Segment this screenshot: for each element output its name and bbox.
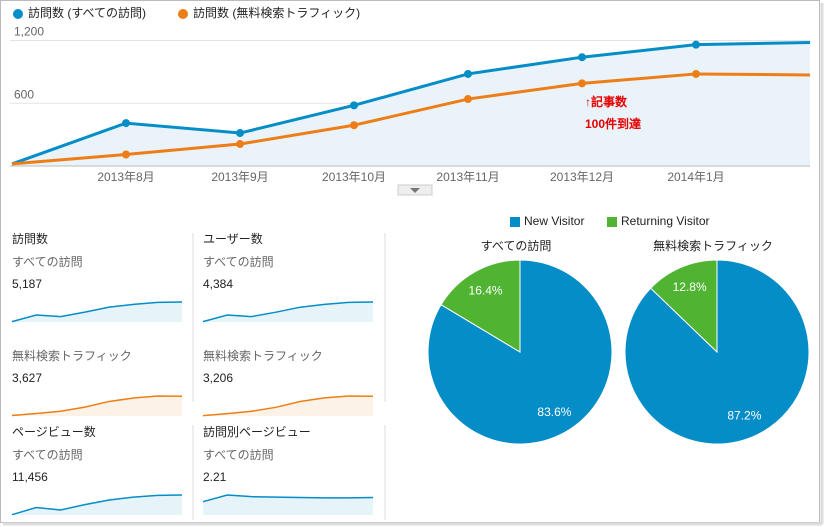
metric-label: すべての訪問: [12, 447, 83, 462]
x-tick-label: 2013年10月: [322, 170, 386, 184]
legend-label: New Visitor: [524, 214, 584, 228]
pie-slice: [440, 259, 521, 353]
x-tick-label: 2013年12月: [550, 170, 614, 184]
x-tick-label: 2013年8月: [97, 170, 154, 184]
legend-swatch: [13, 9, 23, 19]
metric-label: すべての訪問: [203, 447, 274, 462]
legend-label: Returning Visitor: [621, 214, 710, 228]
metric-value: 5,187: [12, 277, 42, 291]
slice-label: 83.6%: [537, 405, 571, 419]
slice-label: 12.8%: [673, 280, 707, 294]
metric-title: ユーザー数: [203, 231, 263, 246]
sparkline: [202, 494, 374, 503]
slice-label: 16.4%: [469, 283, 503, 297]
metric-value: 3,206: [203, 371, 233, 385]
x-tick-label: 2014年1月: [667, 170, 724, 184]
point: [578, 53, 586, 62]
metric-label: すべての訪問: [203, 254, 274, 269]
annotation: 100件到達: [585, 116, 641, 131]
sparkline-area: [203, 302, 373, 322]
pie-slice: [650, 259, 718, 354]
point: [236, 140, 244, 149]
metric-value: 4,384: [203, 277, 233, 291]
sparkline: [11, 301, 183, 323]
pie-title: すべての訪問: [481, 238, 552, 253]
sparkline: [11, 494, 183, 516]
y-tick-label: 1,200: [14, 25, 44, 39]
expand-icon: [410, 188, 420, 193]
x-tick-label: 2013年9月: [211, 170, 268, 184]
legend-swatch: [510, 217, 520, 227]
x-tick-label: 2013年11月: [436, 170, 499, 184]
slice-label: 87.2%: [727, 409, 761, 423]
pie-title: 無料検索トラフィック: [653, 238, 773, 253]
metric-label: すべての訪問: [12, 254, 83, 269]
metric-title: 訪問数: [12, 231, 48, 246]
series-line: [11, 41, 811, 166]
point: [350, 121, 358, 130]
point: [236, 129, 244, 138]
metric-label: 無料検索トラフィック: [203, 348, 323, 363]
point: [122, 119, 130, 128]
point: [464, 95, 472, 104]
sparkline-area: [203, 396, 373, 416]
y-tick-label: 600: [14, 87, 34, 101]
sparkline-area: [12, 396, 182, 416]
sparkline-area: [203, 495, 373, 515]
metric-value: 11,456: [12, 470, 48, 484]
metric-title: ページビュー数: [12, 424, 96, 439]
point: [578, 79, 586, 88]
series-line: [11, 72, 811, 166]
point: [692, 40, 700, 49]
legend-swatch: [607, 217, 617, 227]
legend-label: 訪問数 (すべての訪問): [28, 5, 146, 20]
metric-value: 3,627: [12, 371, 42, 385]
metric-value: 2.21: [203, 470, 227, 484]
legend-swatch: [178, 9, 188, 19]
area-fill: [12, 42, 810, 166]
legend-label: 訪問数 (無料検索トラフィック): [193, 5, 360, 20]
metric-label: 無料検索トラフィック: [12, 348, 132, 363]
point: [464, 69, 472, 78]
point: [122, 150, 130, 159]
annotation: ↑記事数: [585, 94, 628, 109]
sparkline: [11, 395, 183, 417]
point: [350, 101, 358, 110]
sparkline: [202, 301, 374, 323]
sparkline: [202, 395, 374, 417]
metric-title: 訪問別ページビュー: [203, 424, 311, 439]
point: [692, 69, 700, 78]
